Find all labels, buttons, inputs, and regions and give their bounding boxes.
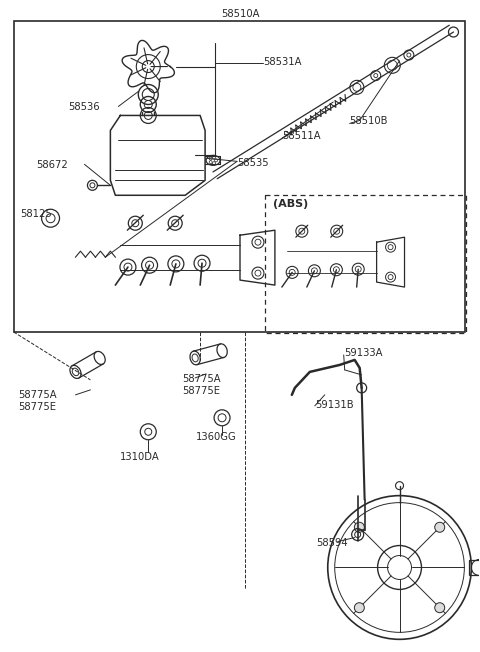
Bar [265, 196, 467, 333]
Text: 58535: 58535 [237, 158, 269, 168]
Circle shape [354, 522, 364, 532]
Text: 58531A: 58531A [263, 57, 301, 67]
Text: 58672: 58672 [36, 160, 68, 170]
Text: 58536: 58536 [69, 102, 100, 113]
Text: 1310DA: 1310DA [120, 452, 160, 462]
Polygon shape [377, 237, 405, 287]
Bar [13, 21, 465, 332]
Circle shape [354, 602, 364, 613]
Text: 58775A: 58775A [182, 374, 221, 384]
Text: 58510B: 58510B [350, 117, 388, 126]
Circle shape [435, 522, 444, 532]
Text: 58775A: 58775A [19, 390, 57, 400]
Text: (ABS): (ABS) [273, 200, 308, 209]
Circle shape [435, 602, 444, 613]
Text: 58775E: 58775E [19, 402, 57, 412]
Text: 58594: 58594 [316, 537, 348, 548]
Bar [469, 559, 480, 576]
Text: 58775E: 58775E [182, 386, 220, 396]
Polygon shape [240, 230, 275, 285]
Text: 1360GG: 1360GG [196, 432, 237, 442]
Text: 58511A: 58511A [282, 132, 321, 141]
Text: 58510A: 58510A [221, 8, 259, 19]
Text: 58125: 58125 [21, 209, 52, 219]
Text: 59133A: 59133A [344, 348, 382, 358]
Text: 59131B: 59131B [315, 400, 353, 410]
